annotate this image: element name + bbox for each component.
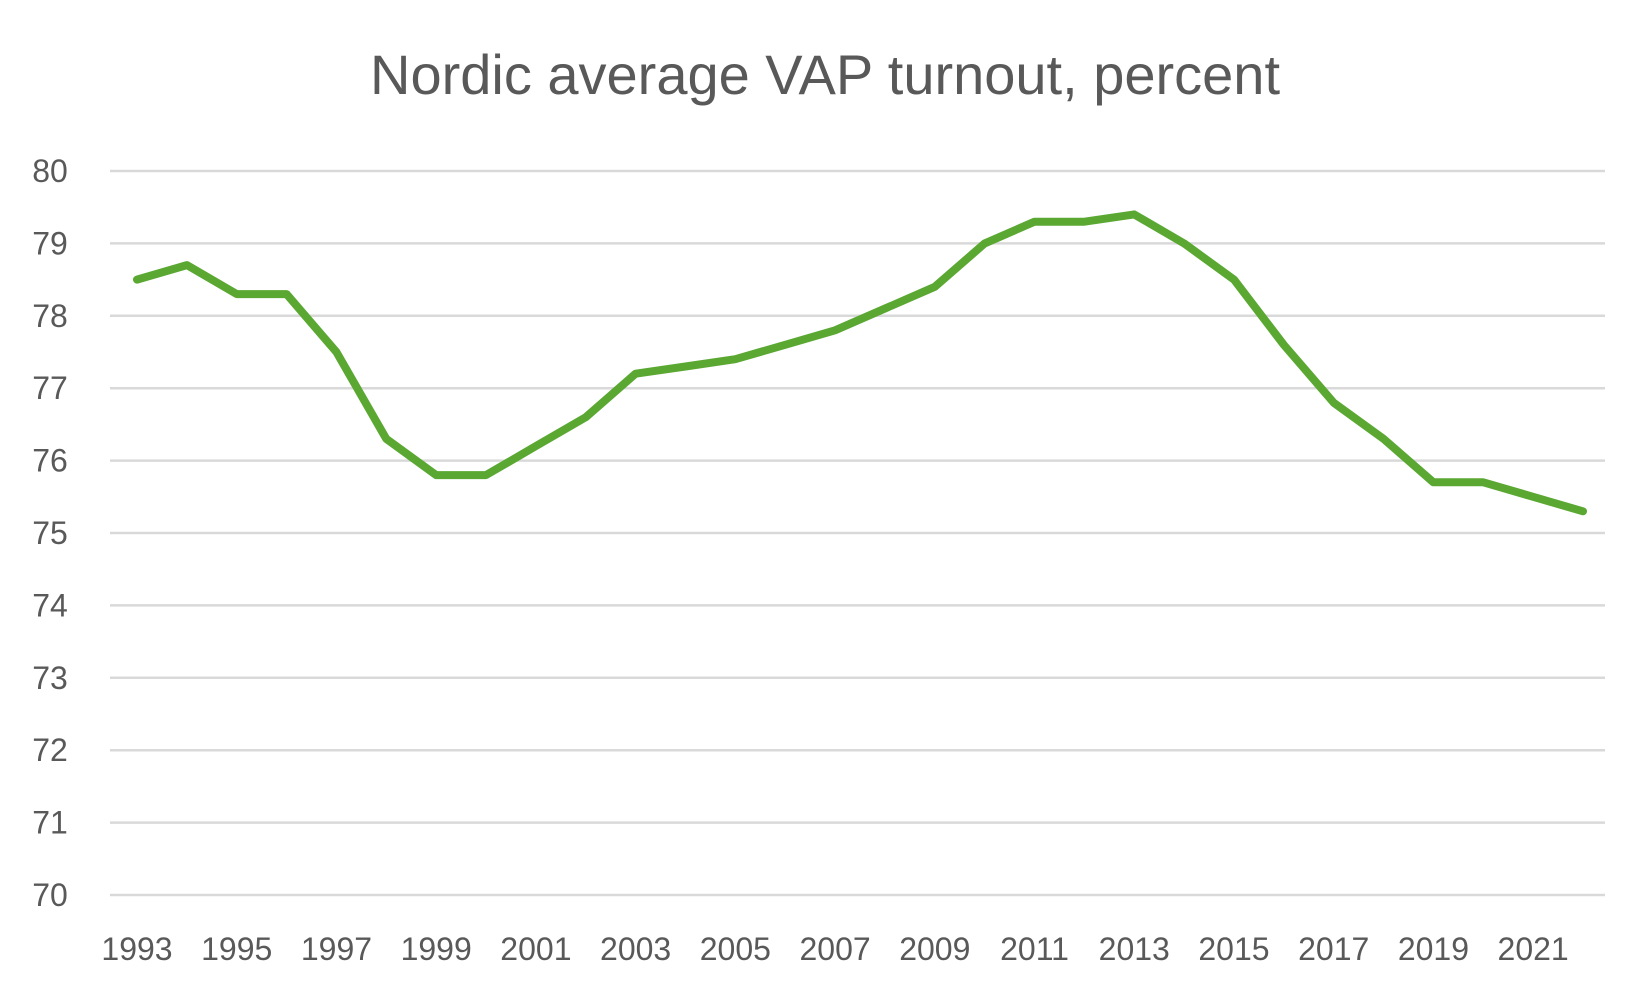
y-tick-label: 76: [32, 443, 68, 479]
y-tick-label: 74: [32, 587, 68, 623]
series-layer: [133, 210, 1587, 516]
y-tick-label: 77: [32, 370, 68, 406]
gridlines: [110, 169, 1605, 897]
y-tick-label: 80: [32, 153, 68, 189]
x-tick-label: 1993: [101, 931, 172, 967]
x-tick-label: 2021: [1498, 931, 1569, 967]
x-tick-label: 1995: [201, 931, 272, 967]
y-tick-label: 71: [32, 805, 68, 841]
y-tick-label: 75: [32, 515, 68, 551]
x-tick-label: 2013: [1099, 931, 1170, 967]
series-line-0: [133, 210, 1587, 516]
x-tick-label: 2009: [899, 931, 970, 967]
x-tick-label: 2011: [1000, 931, 1069, 967]
x-tick-label: 2003: [600, 931, 671, 967]
x-axis-tick-labels: 1993 1995 1997 1999 2001 2003 2005 2007 2009 2011…: [101, 931, 1568, 967]
x-tick-label: 2017: [1298, 931, 1369, 967]
x-tick-label: 1997: [301, 931, 372, 967]
y-tick-label: 70: [32, 877, 68, 913]
x-tick-label: 2019: [1398, 931, 1469, 967]
y-tick-label: 79: [32, 225, 68, 261]
x-tick-label: 2015: [1198, 931, 1269, 967]
x-tick-label: 2001: [500, 931, 571, 967]
y-tick-label: 73: [32, 660, 68, 696]
x-tick-label: 2005: [700, 931, 771, 967]
y-tick-label: 78: [32, 298, 68, 334]
chart-title: Nordic average VAP turnout, percent: [370, 43, 1280, 106]
x-tick-label: 2007: [799, 931, 870, 967]
y-tick-label: 72: [32, 732, 68, 768]
x-tick-label: 1999: [401, 931, 472, 967]
y-axis-tick-labels: 70 71 72 73 74 75 76 77 78 79 80: [32, 153, 68, 913]
